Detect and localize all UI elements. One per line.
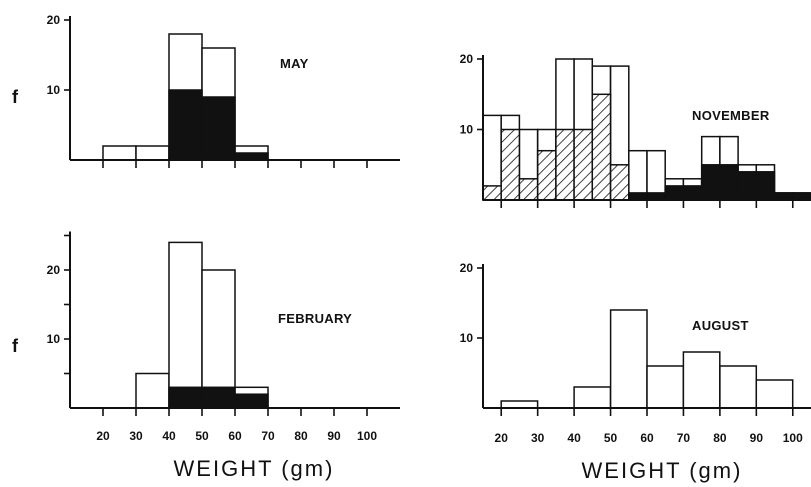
x-tick-label-august-40: 40: [567, 431, 581, 445]
bar-november-hatched-50-55: [609, 164, 630, 201]
y-tick-label-february-10: 10: [47, 332, 61, 346]
bar-november-hatched-20-25: [500, 128, 521, 201]
x-tick-label-august-90: 90: [750, 431, 764, 445]
panel-november: 10 20 NOVEMBER: [460, 52, 811, 208]
bar-february-open-40-50: [168, 241, 203, 409]
bar-may-open-30-40: [135, 145, 170, 161]
x-axis-title-left: WEIGHT (gm): [174, 456, 335, 481]
y-tick-label-may-10: 10: [47, 83, 61, 97]
bar-november-solid-85-90: [737, 171, 758, 201]
x-tick-label-august-80: 80: [713, 431, 727, 445]
bar-november-solid-60-65: [646, 192, 666, 201]
y-tick-label-november-20: 20: [460, 52, 474, 66]
bar-november-hatched-45-50: [591, 93, 612, 201]
bar-may-open-20-30: [102, 145, 137, 161]
bar-february-solid-60-70: [234, 393, 269, 409]
x-tick-label-august-50: 50: [604, 431, 618, 445]
x-tick-label-february-50: 50: [195, 429, 209, 443]
panel-title-february: FEBRUARY: [278, 311, 352, 326]
f-label-bottom: f: [12, 336, 19, 356]
bar-november-solid-80-85: [719, 164, 739, 201]
bar-may-solid-50-60: [201, 96, 236, 161]
bar-november-hatched-15-20: [482, 185, 502, 201]
bar-august-open-90-100: [755, 379, 794, 409]
x-tick-label-february-20: 20: [96, 429, 110, 443]
bar-february-solid-40-50: [168, 386, 203, 409]
bar-may-solid-60-70: [234, 152, 269, 161]
panel-august: 10 20 20 30 40 50 60 70 80 90 100 AUGUST: [460, 261, 811, 445]
x-tick-label-august-20: 20: [495, 431, 509, 445]
x-axis-title-right: WEIGHT (gm): [582, 458, 743, 483]
y-tick-label-november-10: 10: [460, 123, 474, 137]
panel-title-november: NOVEMBER: [692, 108, 770, 123]
bar-november-solid-95-100: [773, 192, 794, 201]
bar-november-hatched-25-30: [518, 178, 539, 201]
f-label-top: f: [12, 87, 19, 107]
y-tick-label-august-10: 10: [460, 331, 474, 345]
x-tick-label-august-30: 30: [531, 431, 545, 445]
bar-february-open-30-40: [135, 372, 170, 409]
panel-title-may: MAY: [280, 56, 309, 71]
bar-may-solid-40-50: [168, 89, 203, 161]
bar-august-open-50-60: [609, 309, 648, 409]
bar-august-open-70-80: [682, 351, 721, 409]
y-tick-label-february-20: 20: [47, 263, 61, 277]
x-tick-label-february-80: 80: [294, 429, 308, 443]
bar-november-solid-100-105: [792, 192, 811, 201]
x-tick-label-february-30: 30: [129, 429, 143, 443]
bar-november-hatched-30-35: [536, 149, 557, 201]
y-tick-label-august-20: 20: [460, 261, 474, 275]
bar-november-hatched-35-40: [555, 128, 575, 201]
panel-february: 10 20 20 30 40 50 60 70 80 90 100 FEBRUARY: [47, 231, 400, 443]
bar-november-solid-65-70: [664, 185, 685, 201]
bar-november-solid-55-60: [628, 192, 648, 201]
bar-february-solid-50-60: [201, 386, 236, 409]
x-tick-label-august-70: 70: [677, 431, 691, 445]
bar-august-open-40-50: [573, 386, 612, 409]
x-tick-label-february-100: 100: [357, 429, 377, 443]
bar-february-open-50-60: [201, 269, 236, 409]
x-tick-label-february-90: 90: [327, 429, 341, 443]
bar-november-hatched-40-45: [573, 128, 594, 201]
bar-november-solid-70-75: [682, 185, 703, 201]
bar-november-solid-90-95: [755, 171, 776, 201]
x-tick-label-february-40: 40: [162, 429, 176, 443]
bar-august-open-60-70: [646, 365, 685, 409]
x-tick-label-august-100: 100: [783, 431, 803, 445]
x-tick-label-february-70: 70: [261, 429, 275, 443]
panel-may: 10 20 MAY: [47, 13, 400, 168]
bar-august-open-20-30: [500, 400, 539, 409]
x-tick-label-february-60: 60: [228, 429, 242, 443]
y-tick-label-may-20: 20: [47, 13, 61, 27]
bar-august-open-80-90: [719, 365, 758, 409]
panel-title-august: AUGUST: [692, 318, 749, 333]
x-tick-label-august-60: 60: [640, 431, 654, 445]
bar-november-solid-75-80: [700, 164, 721, 201]
